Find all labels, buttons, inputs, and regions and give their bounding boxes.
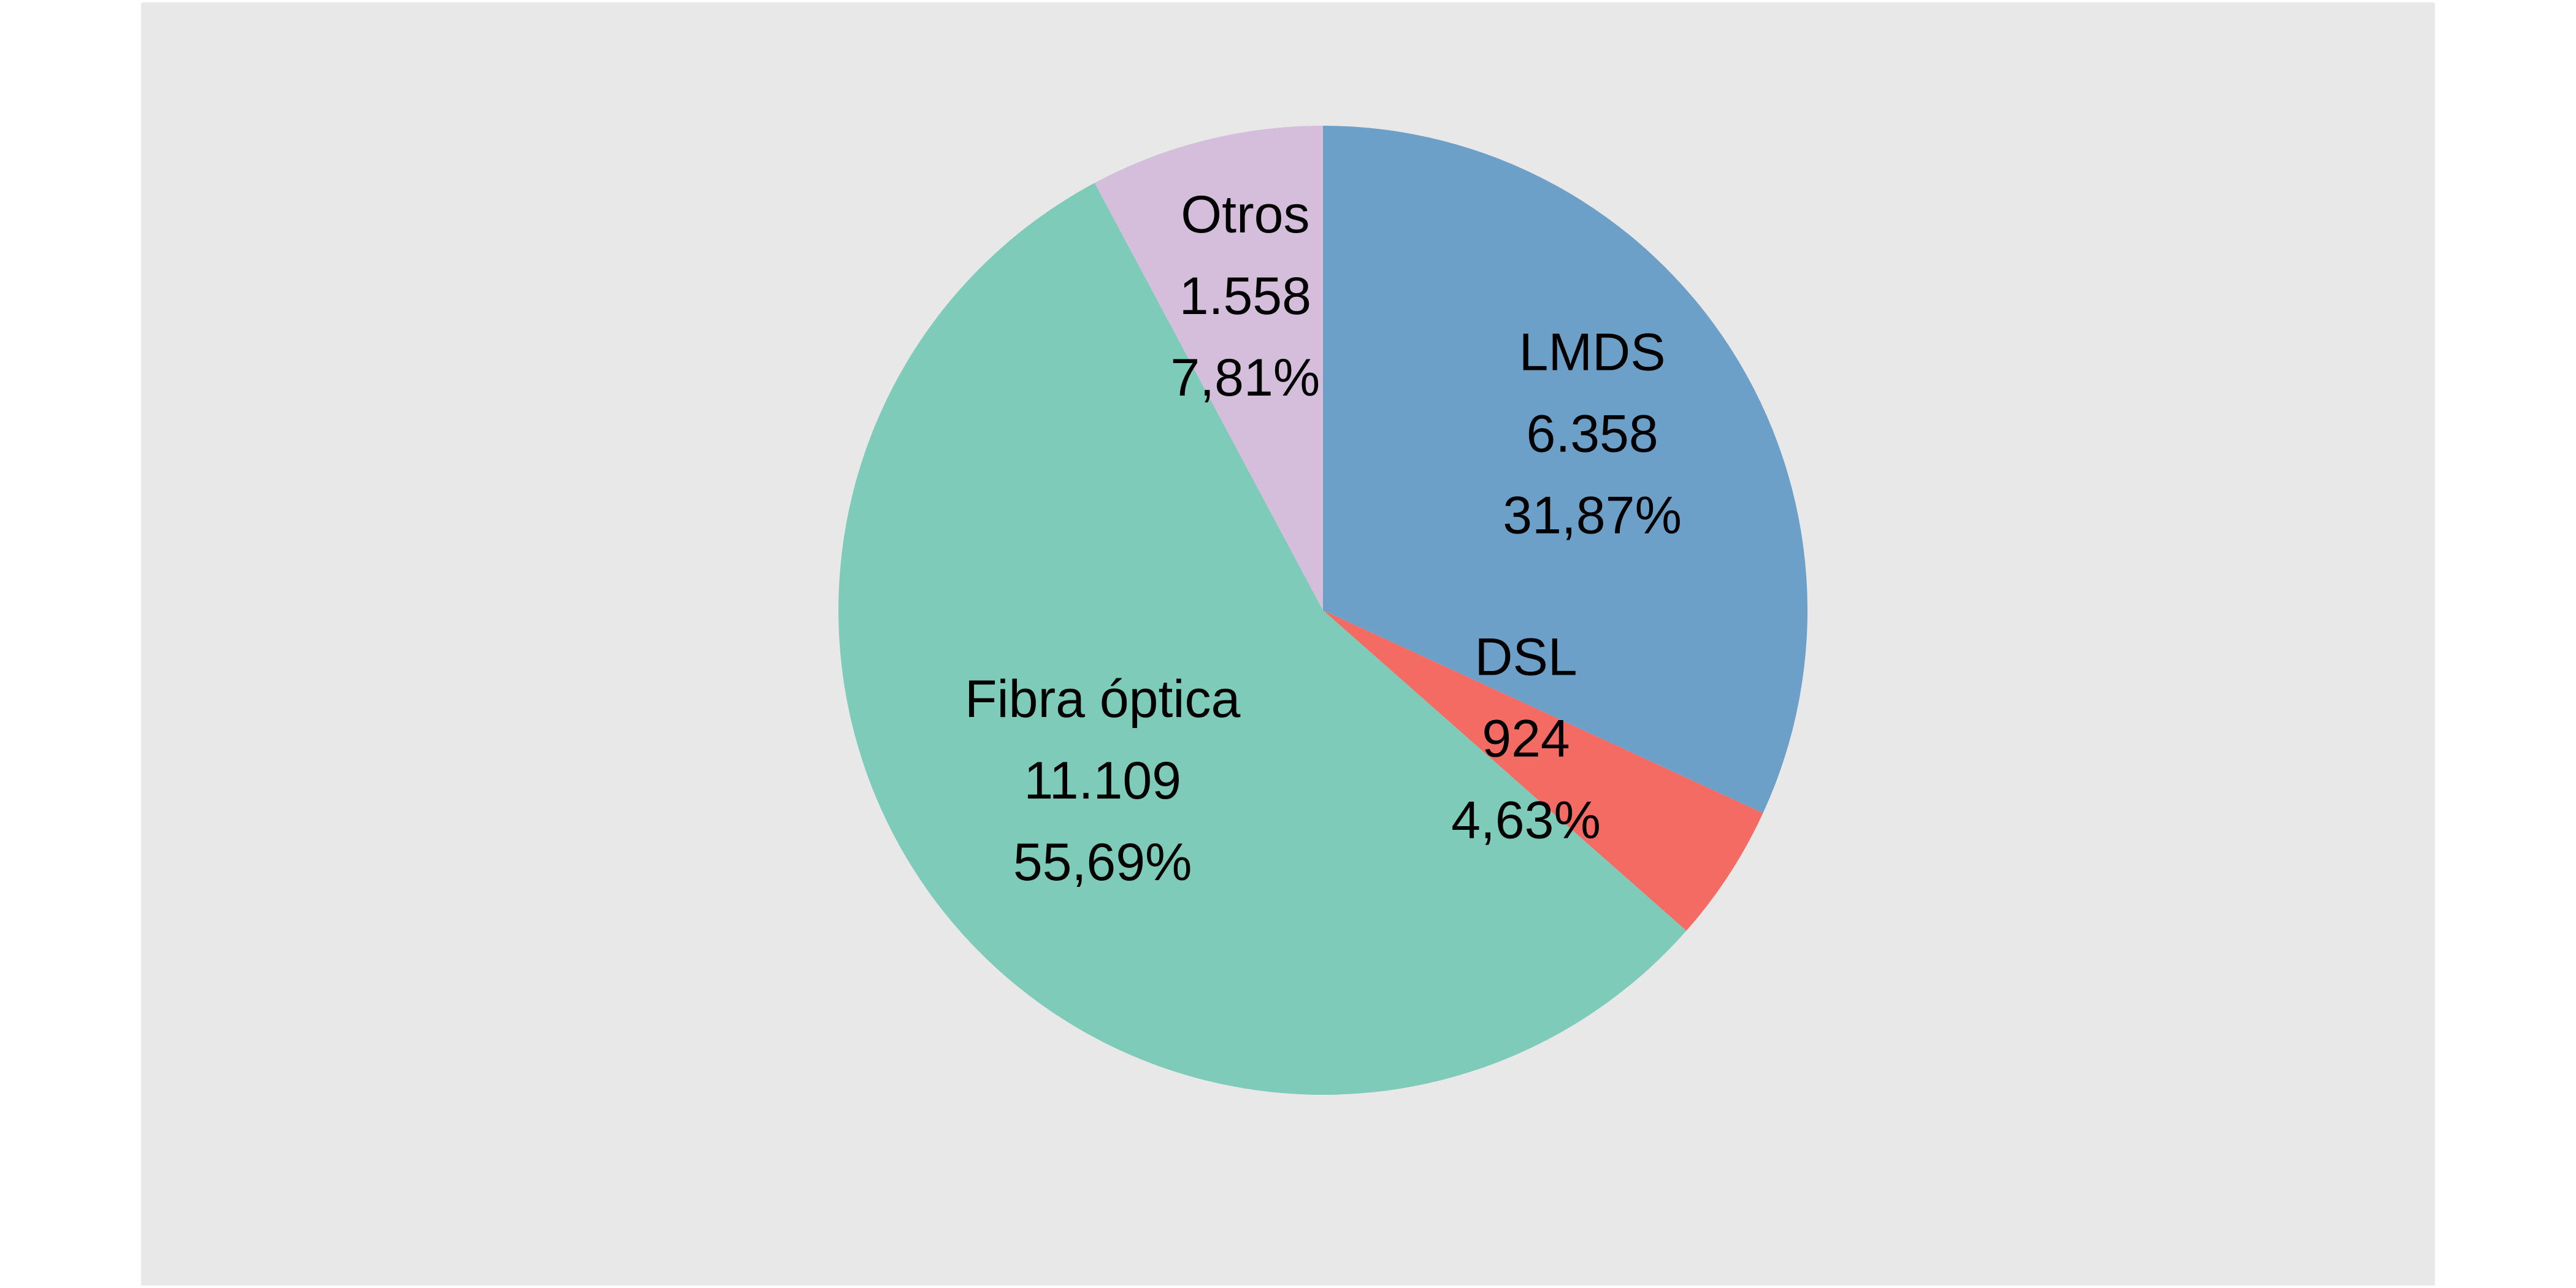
pie-slice-dsl: [1323, 610, 1763, 931]
slice-label-value: 11.109: [1024, 751, 1181, 810]
slice-label-name: LMDS: [1519, 323, 1666, 382]
pie-slice-fibra-ptica: [838, 183, 1687, 1095]
slice-label-percent: 55,69%: [1013, 833, 1192, 892]
pie-slices: [838, 126, 1807, 1095]
slice-label-value: 1.558: [1179, 267, 1311, 326]
slice-label-percent: 31,87%: [1503, 486, 1682, 545]
slice-label-value: 6.358: [1526, 405, 1658, 464]
pie-labels: LMDS 6.358 31,87% DSL 924 4,63% Fibra óptica 11…: [965, 185, 1682, 892]
pie-slice-otros: [1094, 126, 1323, 610]
slice-label-percent: 7,81%: [1170, 348, 1320, 407]
slice-label-name: DSL: [1474, 627, 1577, 686]
slice-label-name: Otros: [1181, 185, 1309, 244]
pie-slice-lmds: [1323, 126, 1807, 813]
slice-label-percent: 4,63%: [1451, 791, 1601, 849]
slice-label-value: 924: [1482, 709, 1570, 768]
slice-label-name: Fibra óptica: [965, 670, 1240, 729]
